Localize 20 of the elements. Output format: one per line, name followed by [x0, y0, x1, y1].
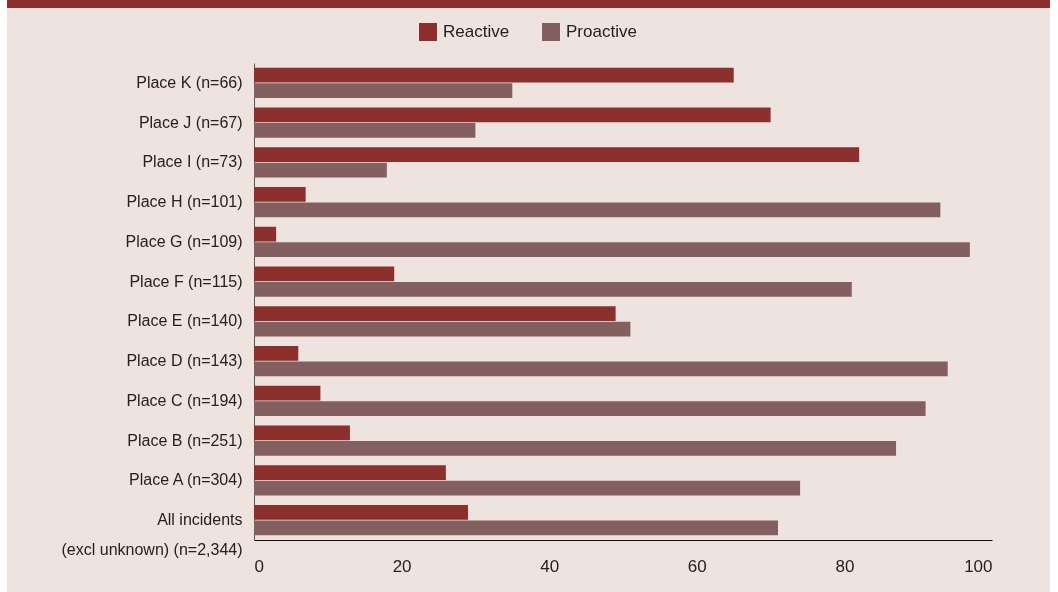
x-tick-label: 100	[964, 556, 993, 576]
x-tick-label: 0	[254, 556, 264, 576]
x-tick-label: 60	[687, 556, 707, 576]
legend-label: Reactive	[443, 22, 510, 41]
y-tick-label: Place K (n=66)	[136, 73, 243, 91]
x-tick-label: 80	[835, 556, 855, 576]
y-tick-label: Place B (n=251)	[127, 431, 243, 449]
legend-label: Proactive	[566, 22, 637, 41]
y-tick-label: Place E (n=140)	[127, 312, 243, 330]
y-tick-label: Place J (n=67)	[138, 113, 243, 131]
y-tick-label: Place A (n=304)	[129, 471, 243, 489]
y-tick-label: Place C (n=194)	[126, 391, 243, 409]
y-tick-label: Place H (n=101)	[126, 193, 243, 211]
y-tick-label: Place D (n=143)	[126, 352, 243, 370]
y-tick-label: All incidents (excl unknown) (n=2,344)	[61, 511, 243, 559]
y-tick-label: Place F (n=115)	[129, 272, 243, 290]
y-tick-label: Place G (n=109)	[125, 232, 243, 250]
y-tick-label: Place I (n=73)	[142, 153, 243, 171]
x-tick-label: 40	[540, 556, 560, 576]
x-tick-label: 20	[392, 556, 412, 576]
